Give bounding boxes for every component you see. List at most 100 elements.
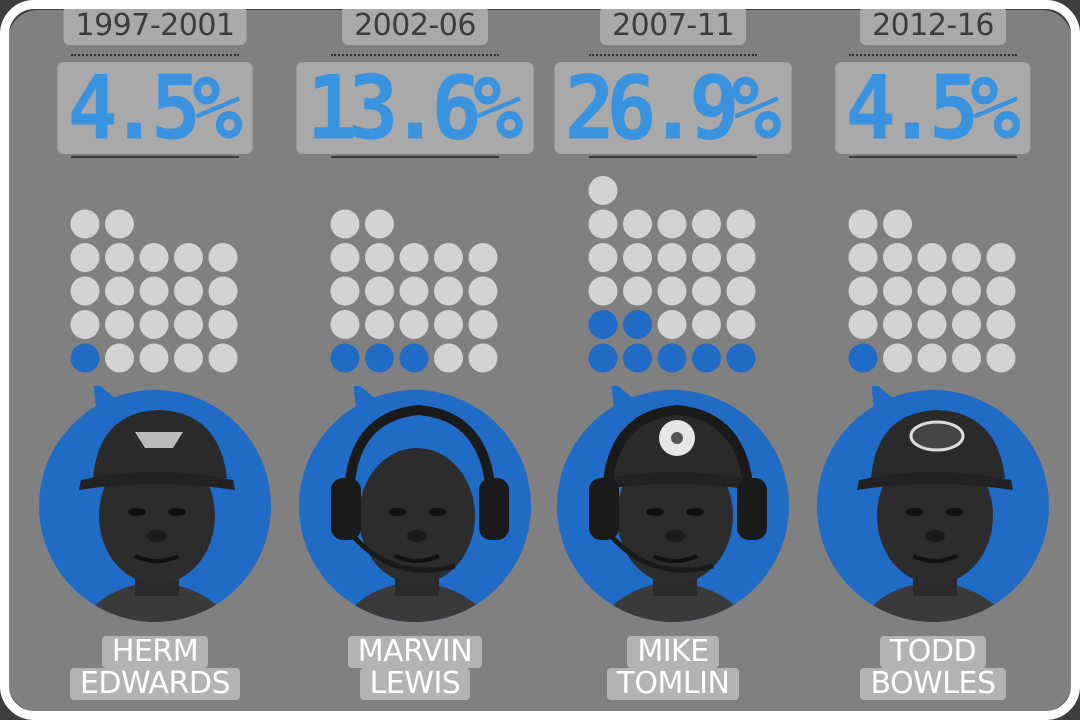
column-2007-11: 2007-11 26.9% MIKE TOMLIN: [553, 0, 793, 720]
waffle-dot: [174, 276, 203, 306]
waffle-dot: [468, 243, 498, 272]
column-1997-2001: 1997-2001 4.5% HERM EDWARDS: [35, 0, 275, 720]
percent-box: 4.5%: [57, 57, 253, 159]
waffle-dot-highlighted: [588, 343, 618, 373]
waffle-dot: [986, 243, 1016, 272]
percent-value: 4.5%: [67, 56, 242, 160]
waffle-dot: [208, 343, 238, 373]
waffle-dot: [588, 276, 618, 306]
waffle-dot: [399, 243, 429, 272]
waffle-dot: [434, 310, 463, 339]
coach-first-name: HERM: [101, 636, 209, 668]
waffle-dot: [986, 276, 1016, 306]
column-2002-06: 2002-06 13.6% MARVIN LEWIS: [295, 0, 535, 720]
waffle-dot: [726, 209, 756, 239]
waffle-dot: [848, 276, 878, 306]
waffle-dot-highlighted: [399, 343, 429, 373]
waffle-dot: [883, 310, 912, 339]
waffle-dot: [657, 209, 687, 239]
coach-portrait: [35, 380, 275, 636]
dotted-divider: [589, 54, 757, 56]
waffle-dot: [434, 243, 463, 272]
waffle-dot-highlighted: [623, 343, 652, 373]
percent-box: 13.6%: [296, 57, 534, 159]
waffle-dot: [588, 209, 618, 239]
percent-underline: [849, 156, 1017, 158]
waffle-grid: [330, 209, 498, 373]
waffle-dot: [692, 310, 721, 339]
waffle-dot: [726, 243, 756, 272]
percent-value: 26.9%: [564, 56, 782, 160]
waffle-dot: [174, 343, 203, 373]
waffle-dot-highlighted: [657, 343, 687, 373]
waffle-dot: [623, 276, 652, 306]
waffle-dot: [952, 310, 981, 339]
waffle-dot: [917, 276, 947, 306]
waffle-dot: [623, 243, 652, 272]
percent-box: 4.5%: [835, 57, 1031, 159]
waffle-dot: [657, 310, 687, 339]
waffle-dot: [399, 276, 429, 306]
waffle-dot-highlighted: [623, 310, 652, 339]
coach-name: MIKE TOMLIN: [553, 636, 793, 700]
waffle-dot: [468, 276, 498, 306]
waffle-dot-highlighted: [848, 343, 878, 373]
waffle-dot: [848, 310, 878, 339]
waffle-dot: [883, 209, 912, 239]
waffle-dot: [726, 310, 756, 339]
waffle-dot: [952, 243, 981, 272]
waffle-dot: [105, 343, 134, 373]
waffle-grid: [848, 209, 1016, 373]
waffle-dot: [468, 310, 498, 339]
waffle-dot: [952, 343, 981, 373]
waffle-dot: [70, 209, 100, 239]
waffle-dot-highlighted: [330, 343, 360, 373]
waffle-dot: [365, 209, 394, 239]
waffle-dot: [70, 276, 100, 306]
coach-name: HERM EDWARDS: [35, 636, 275, 700]
percent-box: 26.9%: [554, 57, 792, 159]
coach-last-name: TOMLIN: [606, 668, 740, 700]
waffle-dot: [208, 276, 238, 306]
waffle-grid: [588, 176, 756, 373]
waffle-dot: [848, 209, 878, 239]
waffle-dot: [986, 343, 1016, 373]
waffle-dot: [105, 209, 134, 239]
waffle-dot-highlighted: [726, 343, 756, 373]
waffle-dot: [692, 243, 721, 272]
period-label: 1997-2001: [63, 6, 247, 45]
waffle-dot: [365, 243, 394, 272]
waffle-dot: [139, 343, 169, 373]
percent-value: 13.6%: [306, 56, 524, 160]
coach-last-name: EDWARDS: [69, 668, 241, 700]
headset-icon: [299, 380, 531, 622]
waffle-dot: [330, 243, 360, 272]
waffle-dot: [139, 310, 169, 339]
percent-underline: [331, 156, 499, 158]
waffle-dot: [330, 209, 360, 239]
waffle-dot: [365, 310, 394, 339]
waffle-dot: [105, 243, 134, 272]
coach-portrait: [295, 380, 535, 636]
coach-last-name: LEWIS: [359, 668, 471, 700]
jets-logo-icon: [817, 380, 1049, 622]
waffle-grid: [70, 209, 238, 373]
waffle-dot: [883, 343, 912, 373]
waffle-dot: [70, 243, 100, 272]
waffle-dot-highlighted: [588, 310, 618, 339]
waffle-dot: [986, 310, 1016, 339]
waffle-dot: [588, 176, 618, 205]
dotted-divider: [71, 54, 239, 56]
waffle-dot: [848, 243, 878, 272]
waffle-dot: [105, 310, 134, 339]
waffle-dot-highlighted: [692, 343, 721, 373]
waffle-dot: [917, 243, 947, 272]
waffle-dot: [139, 243, 169, 272]
waffle-dot-highlighted: [365, 343, 394, 373]
waffle-dot: [692, 209, 721, 239]
waffle-dot: [105, 276, 134, 306]
steelers-logo-icon: [557, 380, 789, 622]
waffle-dot: [330, 310, 360, 339]
coach-first-name: MARVIN: [347, 636, 483, 668]
waffle-dot: [70, 310, 100, 339]
